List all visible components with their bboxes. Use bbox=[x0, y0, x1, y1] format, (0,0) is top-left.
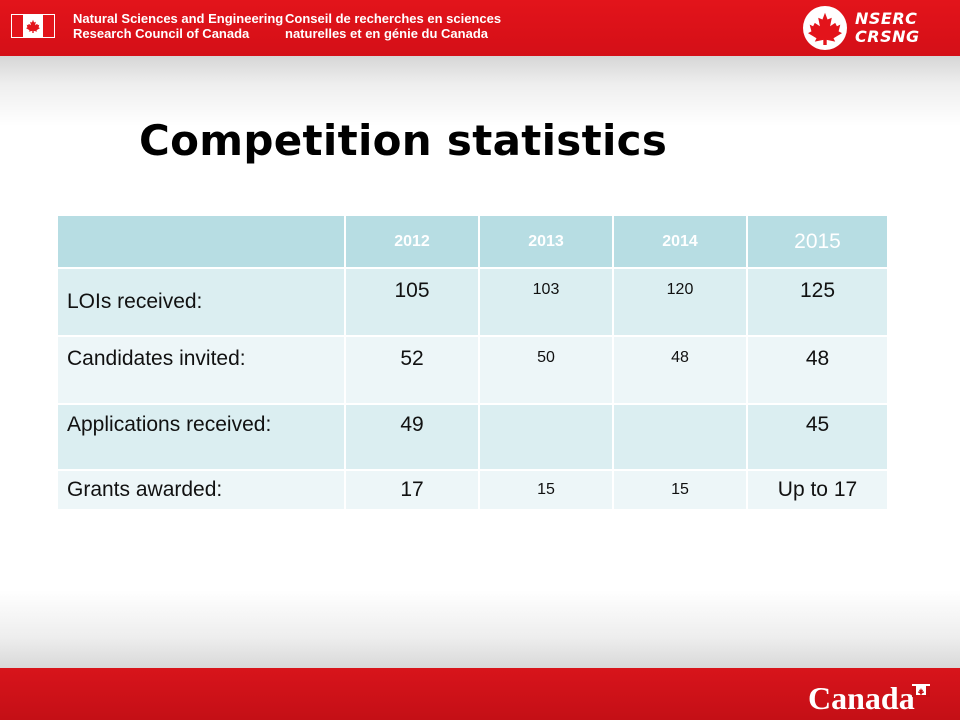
table-cell: 45 bbox=[747, 404, 889, 471]
table-cell: 15 bbox=[479, 470, 614, 511]
table-row: LOIs received: 105 103 120 125 bbox=[58, 268, 889, 337]
acronym-french: CRSNG bbox=[855, 27, 920, 46]
table-cell: 120 bbox=[613, 268, 748, 337]
canada-flag-icon bbox=[11, 14, 55, 38]
footer-bar bbox=[0, 668, 960, 720]
table-cell bbox=[479, 404, 614, 471]
table-cell: 103 bbox=[479, 268, 614, 337]
canada-wordmark-flag-icon bbox=[912, 684, 930, 697]
canada-wordmark: Canada bbox=[808, 680, 915, 716]
org-name-french-line2: naturelles et en génie du Canada bbox=[285, 26, 488, 41]
header-cell-2012: 2012 bbox=[345, 216, 480, 269]
footer-gradient bbox=[0, 590, 960, 668]
org-name-english: Natural Sciences and Engineering Researc… bbox=[73, 11, 283, 41]
table-cell: 17 bbox=[345, 470, 480, 511]
table-cell: Up to 17 bbox=[747, 470, 889, 511]
table-row: Candidates invited: 52 50 48 48 bbox=[58, 336, 889, 405]
header-gradient bbox=[0, 56, 960, 126]
header-cell-2014: 2014 bbox=[613, 216, 748, 269]
table-cell: 50 bbox=[479, 336, 614, 405]
header-cell-empty bbox=[58, 216, 346, 269]
acronym-english: NSERC bbox=[855, 9, 918, 28]
header-cell-2013: 2013 bbox=[479, 216, 614, 269]
table-cell: 125 bbox=[747, 268, 889, 337]
org-name-english-line1: Natural Sciences and Engineering bbox=[73, 11, 284, 26]
row-label: Grants awarded: bbox=[58, 470, 346, 511]
table-header-row: 2012 2013 2014 2015 bbox=[58, 216, 889, 269]
table-cell: 15 bbox=[613, 470, 748, 511]
statistics-table: 2012 2013 2014 2015 LOIs received: 105 1… bbox=[58, 216, 889, 511]
maple-leaf-icon bbox=[803, 6, 847, 50]
table-row: Grants awarded: 17 15 15 Up to 17 bbox=[58, 470, 889, 511]
page-title: Competition statistics bbox=[139, 116, 668, 165]
table-cell bbox=[613, 404, 748, 471]
nserc-logo-text: NSERC CRSNG bbox=[855, 10, 920, 46]
org-name-french: Conseil de recherches en sciences nature… bbox=[285, 11, 501, 41]
row-label: LOIs received: bbox=[58, 268, 346, 337]
header-bar: Natural Sciences and Engineering Researc… bbox=[0, 0, 960, 56]
row-label: Candidates invited: bbox=[58, 336, 346, 405]
row-label: Applications received: bbox=[58, 404, 346, 471]
org-name-english-line2: Research Council of Canada bbox=[73, 26, 250, 41]
table-cell: 48 bbox=[613, 336, 748, 405]
org-name-french-line1: Conseil de recherches en sciences bbox=[285, 11, 502, 26]
table-cell: 105 bbox=[345, 268, 480, 337]
table-cell: 52 bbox=[345, 336, 480, 405]
table-cell: 49 bbox=[345, 404, 480, 471]
header-cell-2015: 2015 bbox=[747, 216, 889, 269]
table-cell: 48 bbox=[747, 336, 889, 405]
table-row: Applications received: 49 45 bbox=[58, 404, 889, 471]
